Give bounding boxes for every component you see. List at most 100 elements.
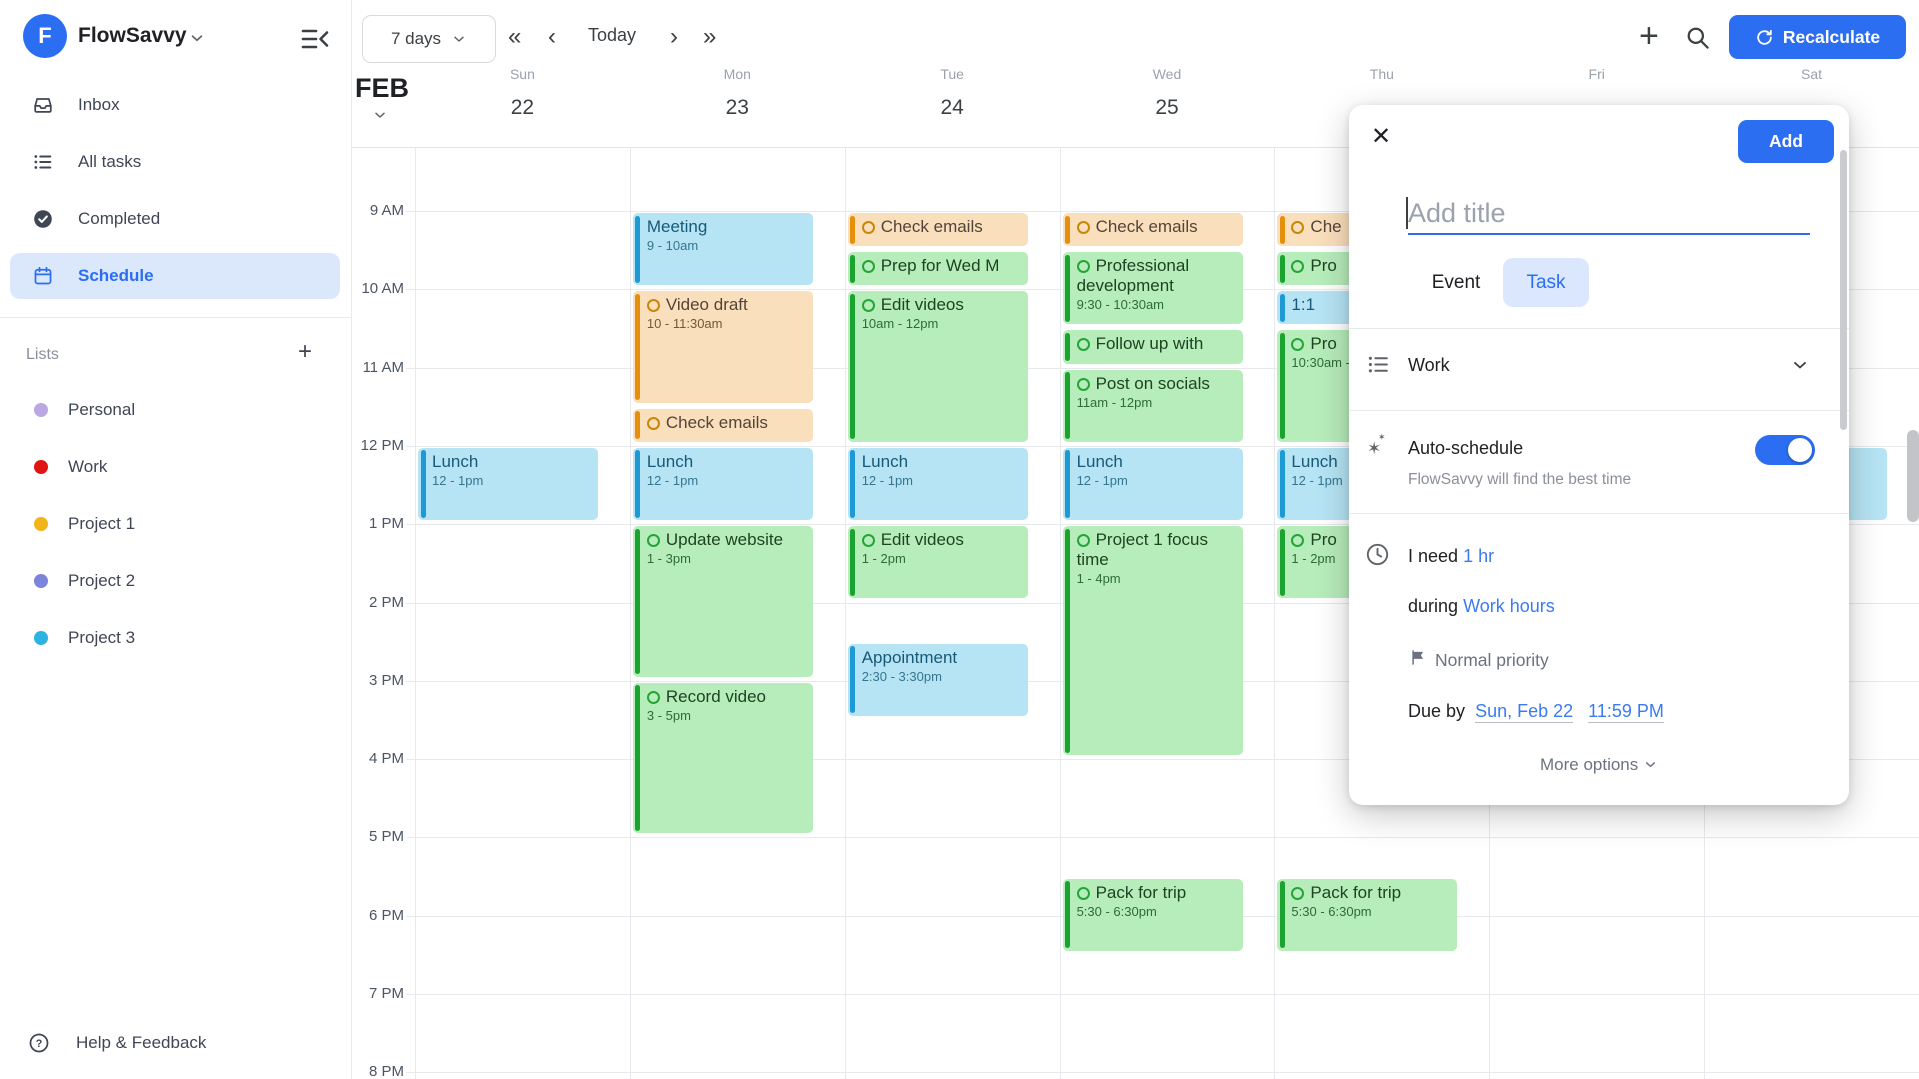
tab-event[interactable]: Event [1431, 271, 1481, 293]
calendar-event[interactable]: Meeting 9 - 10am [632, 213, 813, 286]
task-checkbox-circle[interactable] [1291, 534, 1305, 548]
title-input[interactable] [1408, 193, 1810, 235]
day-name-fri: Fri [1588, 66, 1605, 82]
add-list-button[interactable]: + [298, 338, 313, 365]
sidebar-item-completed[interactable]: Completed [10, 196, 340, 242]
calendar-task[interactable]: Edit videos 10am - 12pm [847, 291, 1028, 442]
add-button[interactable]: Add [1738, 120, 1834, 163]
event-color-bar [1065, 254, 1071, 322]
calendar-task[interactable]: Check emails [632, 408, 813, 442]
day-name-wed: Wed [1152, 66, 1182, 82]
modal-scrollbar[interactable] [1840, 150, 1847, 430]
task-checkbox-circle[interactable] [646, 299, 660, 313]
list-selector[interactable]: Work [1408, 355, 1450, 375]
task-checkbox-circle[interactable] [1076, 377, 1090, 391]
prev-week-icon[interactable]: « [508, 23, 522, 50]
calendar-event[interactable]: Appointment 2:30 - 3:30pm [847, 643, 1028, 716]
add-icon[interactable]: + [1639, 17, 1659, 55]
day-number-tue[interactable]: 24 [940, 96, 964, 119]
calendar-task[interactable]: Post on socials 11am - 12pm [1062, 369, 1243, 442]
event-color-bar [1279, 881, 1285, 949]
close-icon[interactable]: ✕ [1371, 123, 1392, 150]
sidebar-item-all-tasks[interactable]: All tasks [10, 139, 340, 185]
calendar-task[interactable]: Prep for Wed M [847, 252, 1028, 286]
task-checkbox-circle[interactable] [1076, 886, 1090, 900]
task-checkbox-circle[interactable] [1291, 260, 1305, 274]
event-color-bar [850, 215, 856, 244]
task-checkbox-circle[interactable] [861, 260, 875, 274]
task-checkbox-circle[interactable] [1291, 338, 1305, 352]
due-time-link[interactable]: 11:59 PM [1588, 701, 1664, 723]
day-name-tue: Tue [940, 66, 964, 82]
calendar-task[interactable]: Pack for trip 5:30 - 6:30pm [1062, 878, 1243, 951]
calendar-task[interactable]: Professional development 9:30 - 10:30am [1062, 252, 1243, 325]
event-color-bar [420, 450, 426, 518]
calendar-task[interactable]: Follow up with [1062, 330, 1243, 364]
work-hours-link[interactable]: Work hours [1463, 596, 1555, 616]
list-chevron-down-icon[interactable] [1790, 355, 1810, 380]
day-column-border [1274, 147, 1276, 1079]
task-checkbox-circle[interactable] [1076, 534, 1090, 548]
sidebar-item-label: Schedule [78, 266, 154, 285]
task-checkbox-circle[interactable] [1291, 221, 1305, 234]
sidebar-list-personal[interactable]: Personal [10, 388, 340, 432]
task-checkbox-circle[interactable] [1076, 260, 1090, 274]
tab-task[interactable]: Task [1503, 258, 1589, 307]
event-title: Edit videos [861, 528, 1025, 550]
recalculate-button[interactable]: Recalculate [1729, 15, 1906, 59]
page-scrollbar[interactable] [1907, 430, 1919, 522]
due-date-link[interactable]: Sun, Feb 22 [1475, 701, 1574, 723]
app-logo[interactable]: F [23, 14, 67, 58]
next-day-icon[interactable]: › [670, 23, 678, 50]
collapse-sidebar-icon[interactable] [300, 26, 330, 57]
task-checkbox-circle[interactable] [1291, 886, 1305, 900]
duration-link[interactable]: 1 hr [1463, 546, 1495, 566]
sidebar-item-inbox[interactable]: Inbox [10, 82, 340, 128]
sidebar-list-work[interactable]: Work [10, 445, 340, 489]
sidebar-list-project-3[interactable]: Project 3 [10, 616, 340, 660]
next-week-icon[interactable]: » [703, 23, 717, 50]
day-number-mon[interactable]: 23 [725, 96, 749, 119]
sidebar-list-project-1[interactable]: Project 1 [10, 502, 340, 546]
day-number-sun[interactable]: 22 [510, 96, 535, 119]
event-content: Pro 1 - 2pm [1291, 528, 1454, 598]
auto-schedule-toggle[interactable] [1755, 435, 1815, 465]
view-range-selector[interactable]: 7 days [362, 15, 496, 63]
calendar-task[interactable]: Check emails [847, 213, 1028, 247]
task-checkbox-circle[interactable] [646, 534, 660, 548]
calendar-task[interactable]: Record video 3 - 5pm [632, 682, 813, 834]
task-checkbox-circle[interactable] [861, 534, 875, 548]
task-checkbox-circle[interactable] [1076, 221, 1090, 234]
task-checkbox-circle[interactable] [646, 690, 660, 704]
day-number-wed[interactable]: 25 [1155, 96, 1179, 119]
event-content: Pro [1291, 254, 1454, 285]
calendar-task[interactable]: Pack for trip 5:30 - 6:30pm [1277, 878, 1458, 951]
task-checkbox-circle[interactable] [861, 221, 875, 234]
task-checkbox-circle[interactable] [646, 416, 660, 430]
list-color-dot [34, 574, 48, 588]
event-title: Pack for trip [1291, 881, 1454, 903]
calendar-task[interactable]: Project 1 focus time 1 - 4pm [1062, 526, 1243, 756]
calendar-task[interactable]: Check emails [1062, 213, 1243, 247]
priority-value[interactable]: Normal priority [1435, 650, 1549, 670]
help-feedback-button[interactable]: ? Help & Feedback [10, 1021, 340, 1065]
workspace-chevron-down-icon[interactable] [188, 29, 206, 52]
event-time: 9 - 10am [646, 238, 699, 253]
task-checkbox-circle[interactable] [861, 299, 875, 313]
prev-day-icon[interactable]: ‹ [548, 23, 556, 50]
calendar-task[interactable]: Edit videos 1 - 2pm [847, 526, 1028, 599]
month-chevron-down-icon[interactable] [372, 107, 388, 128]
calendar-task[interactable]: Update website 1 - 3pm [632, 526, 813, 677]
calendar-task[interactable]: Video draft 10 - 11:30am [632, 291, 813, 403]
today-button[interactable]: Today [588, 25, 637, 45]
more-options-button[interactable]: More options [1349, 755, 1849, 775]
sidebar-list-project-2[interactable]: Project 2 [10, 559, 340, 603]
sidebar-item-schedule[interactable]: Schedule [10, 253, 340, 299]
search-icon[interactable] [1684, 24, 1711, 56]
task-checkbox-circle[interactable] [1076, 338, 1090, 352]
event-time: 10:30am - [1291, 355, 1350, 371]
